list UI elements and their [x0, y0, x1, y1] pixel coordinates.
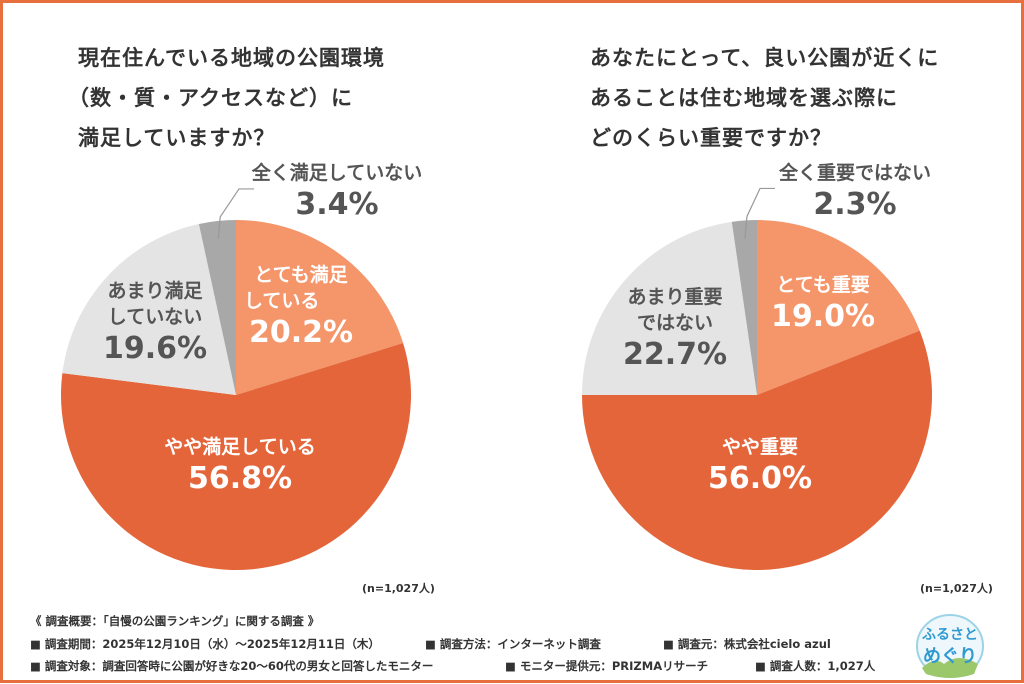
chart1-label-not-very-satisfied: あまり満足 していない 19.6% [102, 280, 208, 366]
chart1-slice-not-very-satisfied [62, 223, 236, 395]
monitor-provider: ■ モニター提供元：PRIZMAリサーチ [505, 659, 709, 673]
survey-period: ■ 調査期間：2025年12月10日（水）～2025年12月11日（木） [30, 637, 380, 651]
survey-target: ■ 調査対象：調査回答時に公園が好きな20～60代の男女と回答したモニター [30, 659, 434, 673]
chart2-label-very-important: とても重要 19.0% [770, 274, 876, 334]
chart1-slice-somewhat-satisfied [60, 343, 412, 570]
chart2-label-not-very-important: あまり重要 ではない 22.7% [622, 286, 728, 372]
chart1-title: 現在住んでいる地域の公園環境 （数・質・アクセスなど）に 満足していますか？ [68, 46, 385, 150]
chart2-slice-very-important [757, 220, 920, 395]
chart1-slice-not-at-all-satisfied [198, 220, 236, 395]
survey-source: ■ 調査元：株式会社cielo azul [663, 637, 831, 651]
chart2-label-somewhat-important: やや重要 56.0% [707, 436, 813, 496]
chart2-slice-not-at-all-important [731, 220, 757, 395]
chart2-leader-line [744, 187, 775, 239]
svg-text:めぐり: めぐり [923, 646, 977, 667]
chart2-slice-somewhat-important [582, 330, 933, 570]
svg-text:ふるさと: ふるさと [922, 627, 978, 643]
chart2-title: あなたにとって、良い公園が近くに あることは住む地域を選ぶ際に どのくらい重要ですか… [590, 46, 940, 150]
survey-count: ■ 調査人数：1,027人 [755, 659, 876, 673]
survey-method: ■ 調査方法：インターネット調査 [425, 637, 601, 651]
footer-row-2: ■ 調査対象：調査回答時に公園が好きな20～60代の男女と回答したモニター ■ モ… [30, 658, 875, 674]
chart1-leader-line [217, 188, 254, 240]
chart1-label-very-satisfied: とても満足 している 20.2% [244, 264, 354, 350]
chart1-label-somewhat-satisfied: やや満足している 56.8% [164, 436, 316, 496]
chart2-label-not-at-all: 全く重要ではない 2.3% [778, 162, 931, 222]
chart1-label-not-at-all: 全く満足していない 3.4% [251, 162, 423, 222]
footer-row-1: ■ 調査期間：2025年12月10日（水）～2025年12月11日（木） ■ 調査… [30, 636, 831, 652]
footer-heading: 《 調査概要：「自慢の公園ランキング」に関する調査 》 [30, 614, 320, 628]
chart1-sample-size: (n=1,027人) [362, 582, 435, 595]
furusato-meguri-logo: ふるさと めぐり [914, 612, 986, 680]
chart2-sample-size: (n=1,027人) [920, 582, 993, 595]
chart2-slice-not-very-important [582, 221, 757, 395]
chart1-slice-very-satisfied [236, 220, 404, 395]
